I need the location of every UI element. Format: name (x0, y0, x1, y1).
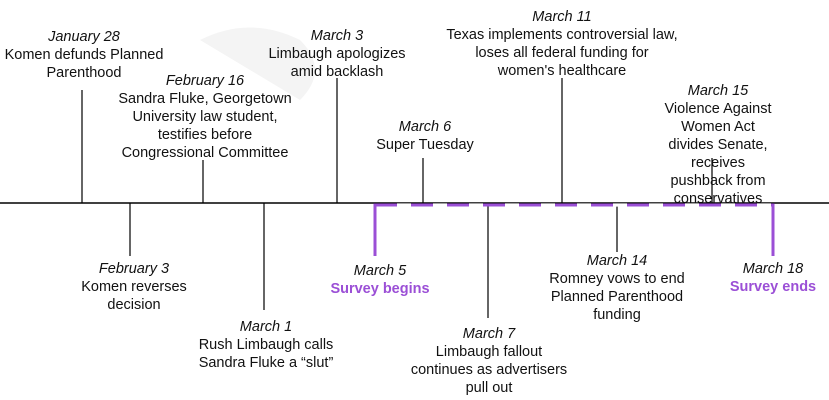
event-mar3: March 3 Limbaugh apologizes amid backlas… (268, 27, 405, 81)
event-date: March 3 (310, 28, 364, 44)
event-mar11: March 11 Texas implements controversial … (446, 8, 677, 80)
event-date: March 11 (532, 9, 592, 25)
survey-period-bracket (373, 203, 775, 256)
event-description: Rush Limbaugh calls Sandra Fluke a “slut… (198, 337, 334, 371)
event-date: March 6 (398, 119, 452, 135)
event-description: Romney vows to end Planned Parenthood fu… (549, 271, 685, 323)
event-description: Komen reverses decision (81, 279, 187, 313)
event-feb16: February 16 Sandra Fluke, Georgetown Uni… (118, 72, 291, 162)
event-date: March 14 (586, 253, 648, 269)
event-date: March 7 (462, 326, 516, 342)
event-date: February 16 (165, 73, 245, 89)
survey-end-label: March 18 Survey ends (730, 260, 816, 296)
event-mar6: March 6 Super Tuesday (376, 118, 474, 154)
event-mar1: March 1 Rush Limbaugh calls Sandra Fluke… (199, 318, 334, 372)
event-description: Limbaugh fallout continues as advertiser… (410, 344, 568, 396)
event-date: March 1 (239, 319, 293, 335)
event-description: Komen defunds Planned Parenthood (4, 47, 164, 81)
event-jan28: January 28 Komen defunds Planned Parenth… (5, 28, 164, 82)
event-description: Violence Against Women Act divides Senat… (664, 101, 772, 207)
survey-start-note: Survey begins (330, 281, 430, 297)
event-date: March 15 (687, 83, 749, 99)
event-date: January 28 (48, 29, 120, 45)
event-date: February 3 (98, 261, 170, 277)
survey-end-date: March 18 (742, 261, 804, 277)
survey-end-note: Survey ends (729, 279, 817, 295)
background-watermark (200, 27, 315, 100)
event-mar14: March 14 Romney vows to end Planned Pare… (549, 252, 684, 324)
event-description: Limbaugh apologizes amid backlash (268, 46, 406, 80)
survey-start-date: March 5 (353, 263, 407, 279)
event-mar15: March 15 Violence Against Women Act divi… (663, 82, 774, 208)
event-feb3: February 3 Komen reverses decision (81, 260, 187, 314)
survey-start-label: March 5 Survey begins (330, 262, 429, 298)
event-mar7: March 7 Limbaugh fallout continues as ad… (411, 325, 567, 397)
event-description: Super Tuesday (376, 137, 474, 153)
event-description: Texas implements controversial law, lose… (446, 27, 678, 79)
event-description: Sandra Fluke, Georgetown University law … (118, 91, 292, 161)
